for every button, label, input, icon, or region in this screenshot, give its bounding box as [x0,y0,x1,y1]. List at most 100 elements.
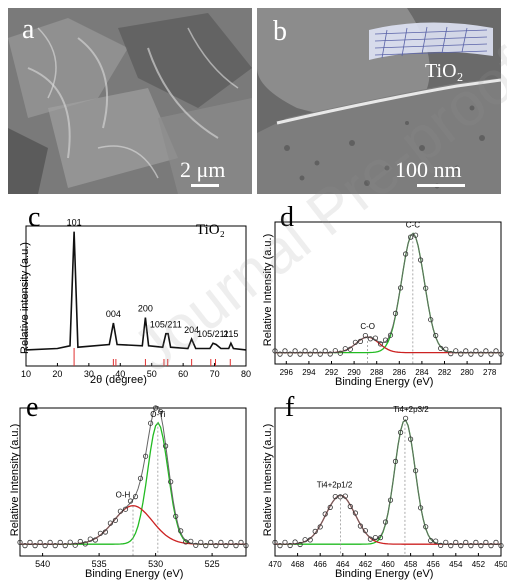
data-point [22,543,28,549]
x-tick-label: 296 [280,368,294,377]
x-tick-label: 454 [449,560,463,569]
data-point [443,539,449,545]
data-point [292,348,298,354]
data-point [453,348,459,354]
peak-label: 215 [223,329,238,339]
data-point [97,530,104,536]
data-point [428,538,434,544]
data-point [282,539,288,545]
data-point [27,539,33,545]
x-tick-label: 525 [205,559,220,569]
data-point [32,543,38,549]
xps-e-ylabel: Relative Intensity (a.u.) [9,423,21,537]
data-point [322,511,328,517]
data-point [193,542,199,548]
data-point [377,341,384,347]
data-point [307,537,313,543]
data-point [223,543,229,549]
data-point [52,543,58,549]
xps-f-xlabel: Binding Energy (eV) [335,568,434,580]
data-point [468,543,474,549]
x-tick-label: 288 [370,368,384,377]
data-point [92,537,98,543]
x-tick-label: 292 [325,368,339,377]
data-point [458,351,464,357]
peak-label: 004 [106,309,121,319]
data-point [413,232,419,238]
peak-label: Ti4+2p3/2 [393,405,429,414]
x-tick-label: 60 [178,369,188,379]
data-point [478,351,484,357]
data-point [483,539,489,545]
data-point [382,337,389,343]
fit-envelope-line [275,232,501,354]
data-point [297,351,303,357]
data-point [463,539,469,545]
fit-envelope-line [275,419,501,545]
xps-c-plot: 296 294 292 290 288 286 284 282 280 278 C-C C-O [272,220,504,377]
xrd-ylabel: Relative intensity (a.u.) [19,242,31,354]
peak-label: 200 [138,304,153,314]
data-point [188,538,194,544]
panel-b-label: b [273,16,287,47]
data-point [463,348,469,354]
data-point [107,520,114,526]
x-tick-label: 20 [52,369,62,379]
x-tick-label: 540 [35,559,50,569]
data-point [347,503,353,510]
data-point [357,338,364,344]
data-point [87,536,93,542]
tio2-lattice-inset [369,22,493,60]
xrd-series-line [25,231,247,351]
data-point [137,475,144,481]
sem-texture-a [8,8,252,194]
data-point [117,508,124,514]
data-point [337,350,343,356]
data-point [67,539,73,545]
x-tick-label: 80 [241,369,251,379]
peak-label: O-H [116,491,131,500]
data-point [312,528,318,534]
data-point [272,539,278,545]
data-point [423,524,429,530]
data-point [367,336,374,342]
panel-e-label: e [26,392,39,423]
data-point [62,543,68,549]
peak-label: C-O [360,322,375,331]
panel-f-label: f [285,392,295,423]
data-point [423,285,429,291]
data-point [377,535,384,541]
data-point [302,348,308,354]
peak-label: 204 [184,325,199,335]
plot-frame [274,221,502,365]
data-point [312,348,318,354]
data-point [287,351,293,357]
peak-label: 105/211 [150,320,182,330]
data-point [362,528,369,534]
panel-c-label: c [28,202,41,233]
data-point [488,543,494,549]
data-point [317,351,323,357]
inset-tio2-label: TiO₂ [425,60,464,82]
x-tick-label: 286 [393,368,407,377]
xrd-xlabel: 2θ (degree) [90,374,147,386]
scalebar-b-text: 100 nm [395,157,462,182]
data-point [433,332,439,339]
data-point [228,539,234,545]
x-tick-label: 290 [347,368,361,377]
sem-texture-b [257,8,501,194]
plot-frame [25,225,247,367]
data-point [143,453,149,459]
data-point [213,543,219,549]
data-point [198,539,204,545]
plot-frame [274,407,502,557]
panel-a-label: a [22,14,35,45]
x-tick-label: 456 [427,560,441,569]
x-tick-label: 10 [21,369,31,379]
panel-d-xps: 296 294 292 290 288 286 284 282 280 278 C-C C-O d R… [255,202,507,388]
data-point [42,543,48,549]
x-tick-label: 470 [268,560,282,569]
peak-label: O-Ti [150,410,165,419]
data-point [327,504,333,511]
xps-o-plot: 540 535 530 525 O-Ti O-H [17,405,249,569]
